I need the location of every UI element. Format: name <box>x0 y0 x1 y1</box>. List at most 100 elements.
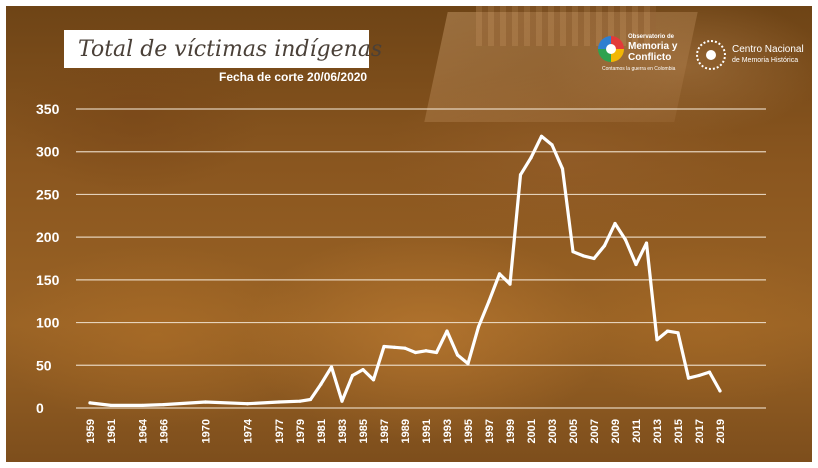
x-tick-label: 2001 <box>526 419 538 443</box>
data-point-2006 <box>581 254 586 258</box>
data-point-1961 <box>109 403 113 408</box>
data-point-1997 <box>487 299 491 303</box>
x-tick-label: 1997 <box>484 419 496 443</box>
series-line <box>88 134 722 407</box>
data-point-1979 <box>298 399 302 403</box>
x-tick-label: 2003 <box>547 419 559 443</box>
data-point-2000 <box>518 173 523 177</box>
data-point-1998 <box>497 272 502 276</box>
x-tick-label: 1966 <box>159 419 171 443</box>
data-point-1988 <box>392 345 397 349</box>
data-point-1964 <box>140 403 145 408</box>
x-tick-label: 1964 <box>138 418 150 443</box>
x-tick-label: 1961 <box>106 419 118 443</box>
data-point-1999 <box>508 282 512 286</box>
data-point-1966 <box>161 402 166 407</box>
x-tick-label: 2017 <box>694 419 706 443</box>
data-point-1993 <box>445 329 449 333</box>
x-tick-label: 1995 <box>463 419 475 443</box>
line-chart: 0 50 100 150 200 250 300 350 1959 1961 1964 1966 197… <box>36 101 766 443</box>
data-point-2007 <box>592 256 596 261</box>
data-point-2013 <box>655 338 659 342</box>
data-point-2009 <box>613 221 617 226</box>
data-point-2011 <box>634 262 638 267</box>
observatorio-logo-tagline: Contamos la guerra en Colombia <box>602 66 676 72</box>
y-tick-label: 200 <box>36 229 60 245</box>
cut-date-subtitle: Fecha de corte 20/06/2020 <box>219 70 368 84</box>
x-tick-label: 1983 <box>337 419 349 443</box>
x-tick-label: 2019 <box>715 419 727 443</box>
data-point-1994 <box>455 353 460 357</box>
data-point-1995 <box>466 361 470 366</box>
x-tick-label: 1989 <box>400 419 412 443</box>
data-point-1980 <box>308 397 313 402</box>
y-tick-label: 50 <box>36 357 52 373</box>
cnmh-logo: Centro Nacional de Memoria Histórica <box>696 40 806 80</box>
observatorio-logo-line1: Observatorio de <box>628 34 675 40</box>
y-tick-label: 100 <box>36 315 60 331</box>
x-tick-label: 2013 <box>652 419 664 443</box>
data-point-2015 <box>676 331 680 335</box>
data-point-1987 <box>382 344 386 349</box>
data-point-1986 <box>371 378 376 382</box>
observatorio-logo-line3: Conflicto <box>628 52 672 63</box>
x-tick-label: 1987 <box>379 419 391 443</box>
x-tick-label: 1991 <box>421 419 433 443</box>
x-tick-label: 1979 <box>295 419 307 443</box>
x-tick-label: 1981 <box>316 419 328 443</box>
x-tick-label: 2007 <box>589 419 601 443</box>
data-point-2012 <box>644 241 649 245</box>
data-point-2002 <box>539 134 544 138</box>
data-point-2016 <box>686 376 691 380</box>
x-tick-label: 1959 <box>85 419 97 443</box>
x-tick-label: 1985 <box>358 419 370 443</box>
cnmh-logo-line2: de Memoria Histórica <box>732 57 799 64</box>
observatorio-logo-line2: Memoria y <box>628 41 678 52</box>
data-point-2018 <box>707 370 712 374</box>
data-point-1982 <box>329 365 334 369</box>
observatorio-logo-icon <box>598 36 624 62</box>
data-point-1977 <box>277 400 281 404</box>
cnmh-logo-icon <box>696 40 726 70</box>
x-tick-label: 2015 <box>673 419 685 443</box>
data-point-2010 <box>623 238 628 242</box>
data-point-2003 <box>550 143 554 147</box>
data-point-1985 <box>361 367 365 372</box>
background-roof <box>476 6 656 46</box>
y-tick-label: 350 <box>36 101 60 117</box>
data-point-2014 <box>665 329 670 333</box>
data-point-2004 <box>560 167 565 171</box>
chart-title: Total de víctimas indígenas <box>78 36 383 62</box>
x-tick-label: 2011 <box>631 419 643 443</box>
data-point-1970 <box>203 400 208 404</box>
data-point-1984 <box>350 373 355 378</box>
data-point-1959 <box>88 401 92 405</box>
data-point-1990 <box>413 350 418 355</box>
x-tick-label: 1993 <box>442 419 454 443</box>
cnmh-logo-line1: Centro Nacional <box>732 44 804 55</box>
data-point-1992 <box>434 350 439 355</box>
data-point-1974 <box>245 402 250 406</box>
chart-frame: Total de víctimas indígenas Fecha de cor… <box>6 6 812 462</box>
y-tick-label: 150 <box>36 272 60 288</box>
data-point-1996 <box>476 325 481 329</box>
data-point-1989 <box>403 346 407 350</box>
data-point-1991 <box>424 349 428 353</box>
data-point-2019 <box>718 389 722 393</box>
x-tick-label: 2005 <box>568 419 580 443</box>
data-point-2017 <box>697 373 701 378</box>
x-tick-label: 1999 <box>505 419 517 443</box>
data-point-1983 <box>340 399 344 403</box>
data-point-2008 <box>602 244 607 248</box>
x-tick-label: 1970 <box>201 419 213 443</box>
y-tick-label: 300 <box>36 144 60 160</box>
x-tick-label: 1974 <box>243 418 255 443</box>
y-tick-label: 0 <box>36 400 44 416</box>
y-tick-label: 250 <box>36 186 60 202</box>
x-tick-label: 2009 <box>610 419 622 443</box>
data-point-1981 <box>319 382 323 386</box>
observatorio-logo: Observatorio de Memoria y Conflicto Cont… <box>598 34 682 78</box>
data-point-2001 <box>529 156 533 160</box>
title-box: Total de víctimas indígenas <box>64 30 382 68</box>
data-point-2005 <box>571 250 575 254</box>
